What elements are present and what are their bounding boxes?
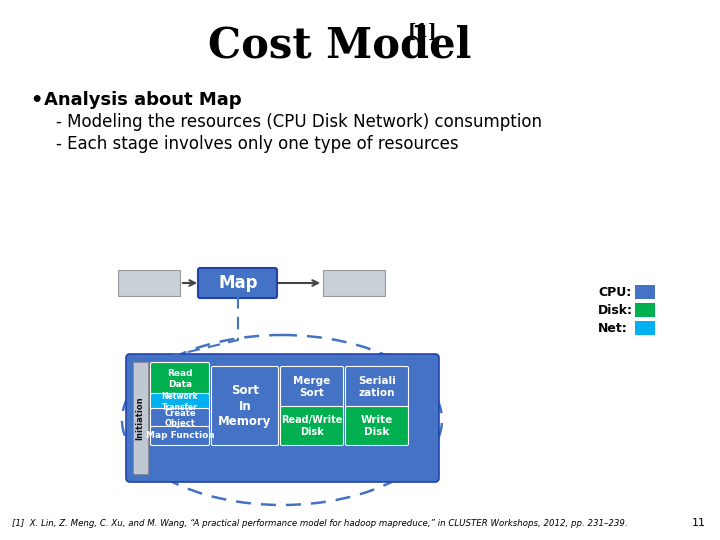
FancyBboxPatch shape [635,285,655,299]
Text: Seriali
zation: Seriali zation [358,376,396,398]
FancyBboxPatch shape [126,354,439,482]
Text: Net:: Net: [598,321,628,334]
Text: Merge
Sort: Merge Sort [293,376,330,398]
FancyBboxPatch shape [212,367,279,446]
FancyBboxPatch shape [323,270,385,296]
FancyBboxPatch shape [281,407,343,446]
FancyBboxPatch shape [150,408,210,429]
Text: - Modeling the resources (CPU Disk Network) consumption: - Modeling the resources (CPU Disk Netwo… [56,113,542,131]
Text: [1]: [1] [408,23,438,41]
FancyBboxPatch shape [118,270,180,296]
Text: 11: 11 [692,518,706,528]
FancyBboxPatch shape [281,367,343,408]
FancyBboxPatch shape [198,268,277,298]
Text: CPU:: CPU: [598,286,631,299]
Text: Map: Map [218,274,258,292]
Text: - Each stage involves only one type of resources: - Each stage involves only one type of r… [56,135,459,153]
Text: Analysis about Map: Analysis about Map [44,91,242,109]
Text: Read
Data: Read Data [167,369,193,389]
Text: [1]  X. Lin, Z. Meng, C. Xu, and M. Wang, “A practical performance model for had: [1] X. Lin, Z. Meng, C. Xu, and M. Wang,… [12,519,628,528]
Text: Sort
In
Memory: Sort In Memory [218,384,271,428]
FancyBboxPatch shape [635,321,655,335]
Text: Network
Transfer: Network Transfer [162,392,198,411]
Text: •: • [30,91,42,110]
FancyBboxPatch shape [133,362,148,474]
Text: Disk:: Disk: [598,303,633,316]
FancyBboxPatch shape [635,303,655,317]
FancyBboxPatch shape [150,362,210,395]
FancyBboxPatch shape [346,367,408,408]
FancyBboxPatch shape [346,407,408,446]
Text: Cost Model: Cost Model [208,24,472,66]
FancyBboxPatch shape [150,394,210,410]
Text: Write
Disk: Write Disk [361,415,393,437]
Text: Initiation: Initiation [135,396,145,440]
Text: Map Function: Map Function [145,431,215,441]
Text: Read/Write
Disk: Read/Write Disk [282,415,343,437]
FancyBboxPatch shape [150,427,210,446]
Text: Create
Object: Create Object [164,409,196,428]
